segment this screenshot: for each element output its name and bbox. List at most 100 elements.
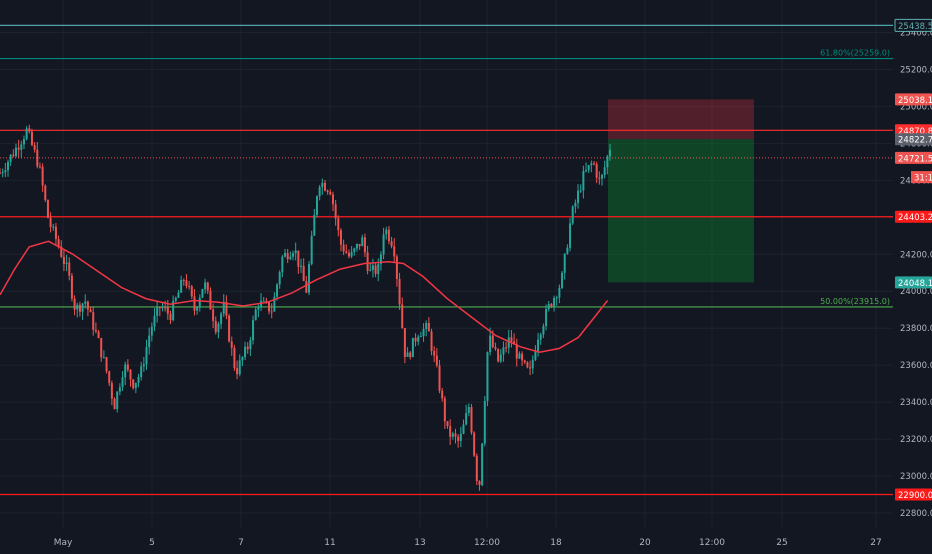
candle-body <box>238 360 241 375</box>
candle-body <box>270 311 273 313</box>
horizontal-lines[interactable]: 61.80%(25259.0) 50.00%(23915.0) <box>0 24 893 496</box>
candle-body <box>558 287 561 298</box>
candle-body <box>414 337 417 342</box>
candle-body <box>17 147 20 150</box>
candle-body <box>70 275 73 299</box>
candle-body <box>598 177 601 179</box>
price-tick-label: 23200.0 <box>900 435 932 445</box>
candle-body <box>102 357 105 359</box>
take-profit-zone[interactable] <box>608 139 754 283</box>
candle-body <box>148 335 151 348</box>
candle-body <box>254 309 257 320</box>
candle-body <box>369 269 372 271</box>
candle-body <box>579 190 582 192</box>
candle-body <box>78 304 81 312</box>
candle-body <box>561 272 564 288</box>
candle-body <box>371 265 374 270</box>
candle-body <box>118 387 121 392</box>
candle-body <box>337 218 340 231</box>
candle-body <box>292 253 295 257</box>
price-axis-background <box>893 0 932 550</box>
candle-body <box>100 338 103 358</box>
candle-body <box>454 433 457 437</box>
candle-body <box>595 164 598 178</box>
time-tick-label: 18 <box>550 538 562 548</box>
candle-body <box>44 185 47 201</box>
candle-body <box>249 340 252 350</box>
candle-body <box>164 307 167 309</box>
candle-body <box>252 319 255 341</box>
candle-body <box>276 284 279 297</box>
candle-body <box>177 292 180 298</box>
candle-body <box>150 326 153 336</box>
candle-body <box>587 165 590 171</box>
candle-body <box>126 364 129 370</box>
candle-body <box>321 182 324 188</box>
candle-body <box>20 144 23 150</box>
candle-body <box>553 297 556 307</box>
candle-body <box>158 307 161 309</box>
candle-body <box>25 128 28 140</box>
candle-body <box>334 204 337 219</box>
candle-body <box>531 359 534 369</box>
candle-body <box>329 192 332 195</box>
candle-body <box>529 367 532 369</box>
candle-body <box>483 401 486 444</box>
candle-body <box>507 337 510 348</box>
candle-body <box>60 246 63 257</box>
stop-loss-zone[interactable] <box>608 99 754 140</box>
candle-body <box>347 252 350 257</box>
candle-body <box>585 170 588 172</box>
candle-body <box>542 326 545 335</box>
price-tick-label: 22800.0 <box>900 509 932 519</box>
time-axis[interactable]: May 5 7 11 13 12:00 18 20 12:00 25 27 <box>0 528 932 550</box>
price-label-tag <box>895 488 932 501</box>
candle-body <box>246 346 249 350</box>
candle-body <box>350 251 353 257</box>
candle-body <box>502 347 505 355</box>
candle-body <box>374 265 377 274</box>
candle-body <box>318 187 321 197</box>
candle-body <box>97 331 100 339</box>
price-label-text: 24048.1 <box>898 279 932 289</box>
fib-level-label: 50.00%(23915.0) <box>820 297 890 306</box>
fib-level-label: 61.80%(25259.0) <box>820 49 890 58</box>
candle-body <box>550 303 553 307</box>
candle-body <box>54 226 57 240</box>
candle-body <box>526 362 529 368</box>
price-label-text: 24721.5 <box>898 154 932 164</box>
candle-body <box>14 147 17 157</box>
candle-body <box>134 382 137 389</box>
candle-body <box>606 156 609 168</box>
candle-body <box>430 331 433 352</box>
candle-body <box>161 307 164 309</box>
candle-body <box>156 307 159 316</box>
candle-body <box>33 144 36 150</box>
price-label-text: 24403.2 <box>898 213 932 223</box>
candle-body <box>0 172 1 174</box>
candle-body <box>499 354 502 362</box>
moving-average-line <box>0 240 609 353</box>
candle-body <box>411 337 414 358</box>
candle-body <box>38 166 41 168</box>
candle-body <box>84 301 87 304</box>
candle-body <box>473 432 476 456</box>
price-axis[interactable]: 25400.025200.025000.024800.024600.024400… <box>893 0 932 550</box>
candle-body <box>105 357 108 372</box>
candle-body <box>46 200 49 218</box>
candle-body <box>265 300 268 302</box>
candle-body <box>222 301 225 314</box>
candle-body <box>137 377 140 383</box>
candle-body <box>188 285 191 287</box>
candle-body <box>73 298 76 310</box>
price-label-text: 24822.7 <box>898 136 932 146</box>
candle-body <box>433 351 436 356</box>
short-position-tool[interactable] <box>608 99 754 283</box>
candle-body <box>36 149 39 167</box>
candle-body <box>491 335 494 348</box>
candle-body <box>355 244 358 249</box>
candle-body <box>409 352 412 358</box>
candle-body <box>513 341 516 345</box>
